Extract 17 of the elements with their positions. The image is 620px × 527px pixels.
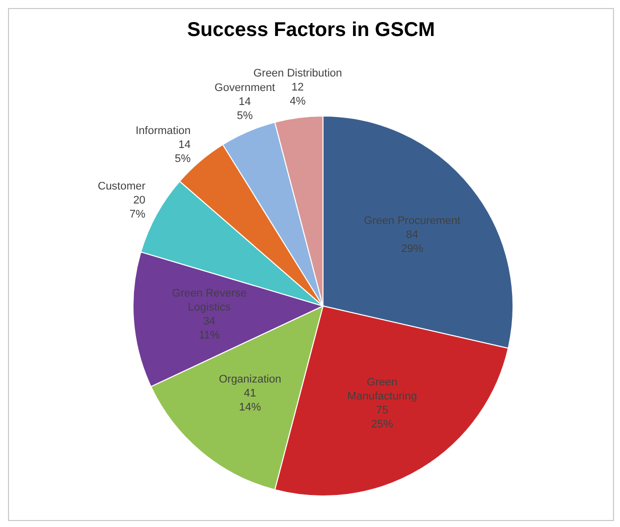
slice-label: Green Reverse Logistics xyxy=(172,288,247,314)
slice-label: Green Manufacturing xyxy=(347,376,417,402)
slice-label: Government xyxy=(214,82,276,94)
data-label: 84 29% xyxy=(401,228,424,255)
data-label: 14 5% xyxy=(236,96,253,122)
chart-title: Success Factors in GSCM xyxy=(186,19,436,42)
slice-label: Green Distribution xyxy=(253,68,342,80)
slice-label: Information xyxy=(136,125,191,138)
data-label: 20 7% xyxy=(130,194,146,221)
data-label: 12 4% xyxy=(290,82,306,108)
slice-label: Green Procurement xyxy=(364,214,460,227)
data-label: 41 14% xyxy=(239,388,262,414)
data-label: 34 11% xyxy=(198,316,220,342)
data-label: 14 5% xyxy=(174,139,191,166)
data-label: 75 25% xyxy=(371,404,394,430)
slice-label: Customer xyxy=(98,180,146,193)
slice-label: Organization xyxy=(218,374,282,386)
